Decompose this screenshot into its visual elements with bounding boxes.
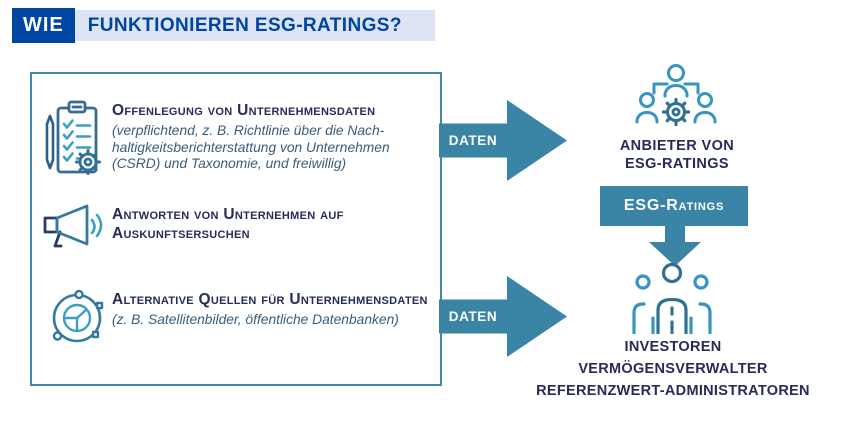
users-label: INVESTOREN VERMÖGENSVERWALTER REFERENZWE…: [527, 336, 819, 402]
satellite-orbit-icon: [46, 286, 108, 355]
detail-line: (CSRD) und Taxonomie, und freiwillig): [112, 156, 347, 171]
source-heading-answers: Antworten von Unternehmen auf Auskunftse…: [112, 206, 344, 242]
title-bar: WIE FUNKTIONIEREN ESG-RATINGS?: [12, 8, 435, 43]
providers-label-line2: ESG-RATINGS: [624, 155, 730, 172]
source-heading-disclosure: Offenlegung von Unternehmensdaten: [112, 102, 376, 119]
people-group-icon: [632, 262, 712, 334]
detail-line: (verpflichtend, z. B. Richtlinie über di…: [112, 123, 385, 138]
right-arrow-shape: [439, 276, 567, 357]
right-arrow-shape: [439, 100, 567, 181]
users-label-line2: VERMÖGENSVERWALTER: [578, 361, 768, 377]
team-gear-icon: [635, 64, 717, 127]
daten-arrow-bottom: DATEN: [439, 276, 567, 357]
source-item-disclosure: Offenlegung von Unternehmensdaten (verpf…: [112, 101, 442, 173]
data-sources-panel: Offenlegung von Unternehmensdaten (verpf…: [30, 72, 442, 386]
source-item-alternative: Alternative Quellen für Unternehmensdate…: [112, 290, 442, 329]
users-label-line1: INVESTOREN: [624, 339, 722, 355]
page-title: FUNKTIONIEREN ESG-RATINGS?: [74, 10, 435, 41]
source-detail-alternative: (z. B. Satellitenbilder, öffentliche Dat…: [112, 312, 442, 329]
providers-label: ANBIETER VON ESG-RATINGS: [577, 138, 777, 173]
providers-label-line1: ANBIETER VON: [619, 138, 735, 154]
source-detail-disclosure: (verpflichtend, z. B. Richtlinie über di…: [112, 123, 442, 173]
users-label-line3: REFERENZWERT-ADMINISTRATOREN: [536, 383, 810, 399]
source-item-answers: Antworten von Unternehmen auf Auskunftse…: [112, 205, 442, 243]
title-badge: WIE: [12, 8, 75, 43]
daten-arrow-top: DATEN: [439, 100, 567, 181]
daten-arrow-bottom-label: DATEN: [448, 309, 498, 324]
megaphone-icon: [38, 203, 104, 260]
source-heading-alternative: Alternative Quellen für Unternehmensdate…: [112, 291, 428, 308]
clipboard-checklist-icon: [40, 98, 104, 189]
detail-line: (z. B. Satellitenbilder, öffentliche Dat…: [112, 312, 399, 327]
down-arrow: [649, 226, 701, 266]
esg-ratings-box: ESG-Ratings: [600, 186, 748, 226]
detail-line: haltigkeitsberichterstattung von Unterne…: [112, 139, 390, 155]
daten-arrow-top-label: DATEN: [448, 133, 498, 148]
esg-ratings-box-label: ESG-Ratings: [623, 197, 725, 214]
